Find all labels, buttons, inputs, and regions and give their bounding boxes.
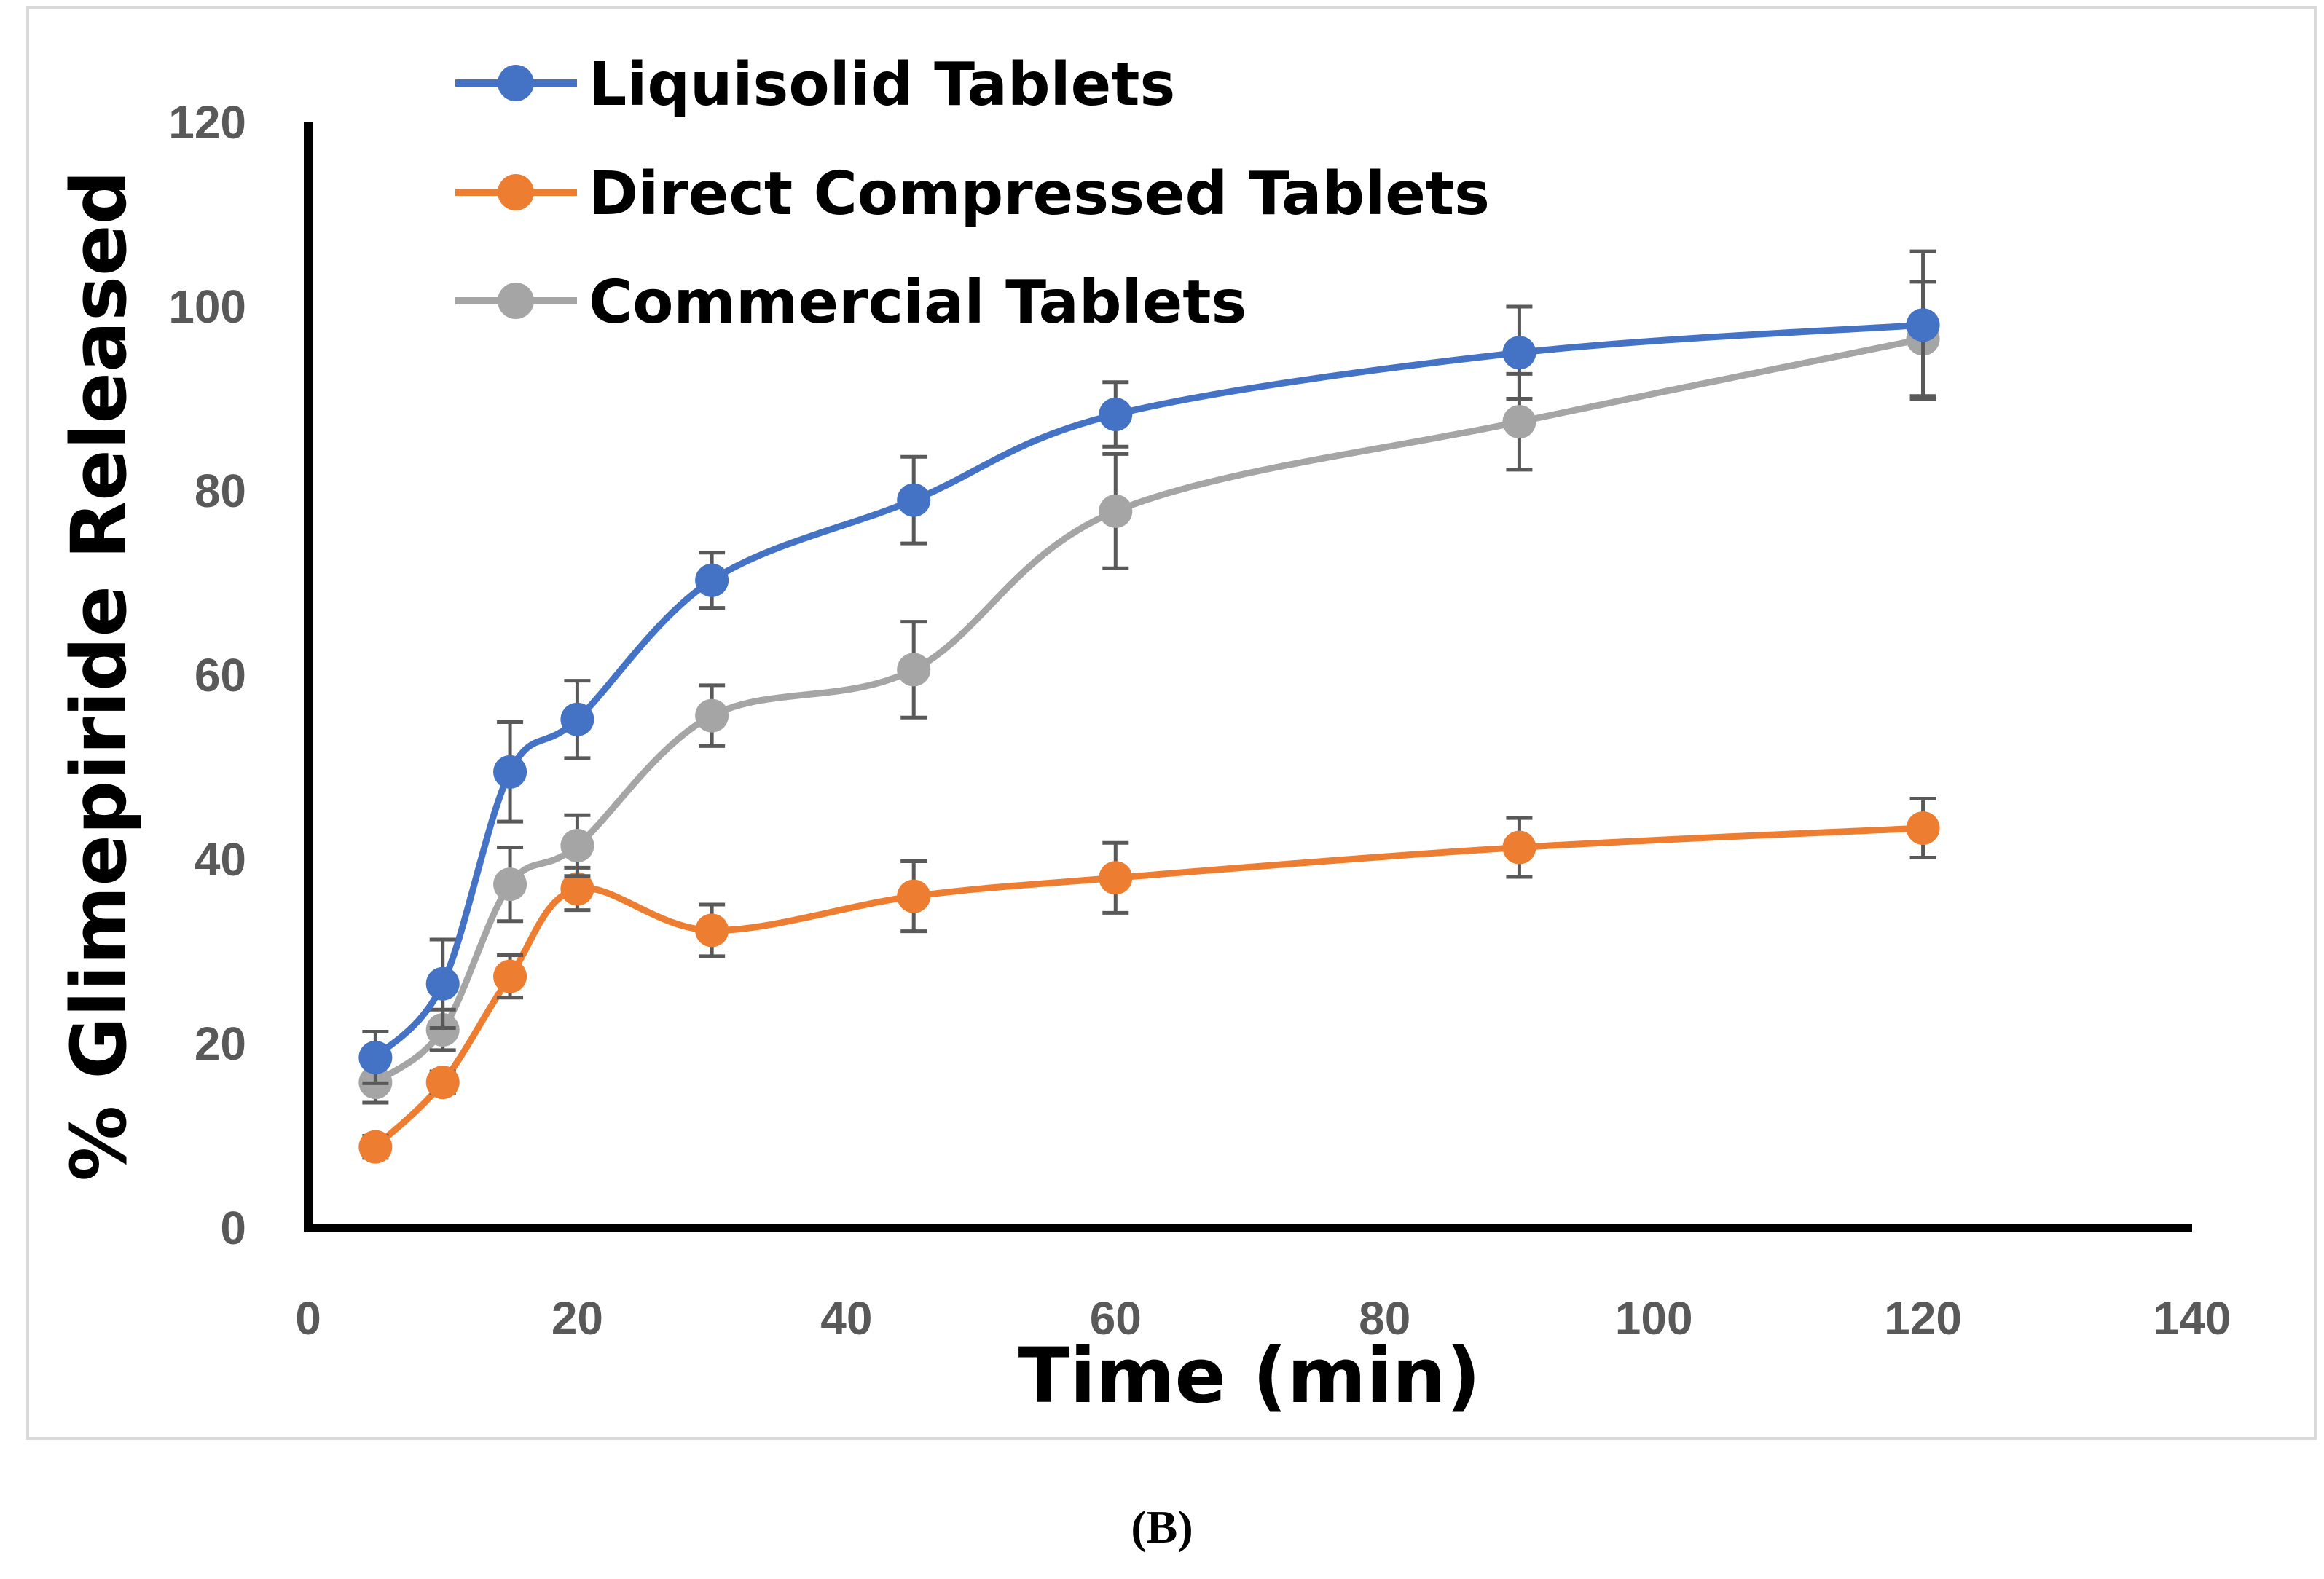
y-tick-label: 100 — [168, 280, 246, 333]
data-point — [1502, 830, 1536, 865]
y-tick-label: 80 — [195, 465, 246, 517]
legend-label: Commercial Tablets — [589, 268, 1247, 337]
x-tick-label: 60 — [1090, 1292, 1142, 1344]
legend: Liquisolid Tablets Direct Compressed Tabl… — [455, 50, 1490, 337]
data-point — [560, 872, 594, 906]
data-point — [493, 867, 527, 902]
data-point — [493, 959, 527, 993]
x-tick-label: 20 — [551, 1292, 603, 1344]
x-tick-label: 100 — [1615, 1292, 1693, 1344]
y-tick-label: 60 — [195, 649, 246, 701]
data-point — [1099, 398, 1133, 432]
data-point — [425, 966, 460, 1001]
data-point — [1906, 308, 1940, 342]
figure-caption: (B) — [1131, 1501, 1193, 1553]
data-point — [1502, 336, 1536, 370]
data-point — [425, 1013, 460, 1047]
series-commercial-tablets — [358, 280, 1940, 1105]
x-tick-label: 140 — [2154, 1292, 2231, 1344]
axes — [304, 122, 2192, 1232]
data-point — [897, 483, 931, 517]
x-tick-label: 80 — [1359, 1292, 1410, 1344]
data-point — [1906, 811, 1940, 845]
series-group — [358, 249, 1940, 1164]
data-point — [1099, 494, 1133, 528]
y-tick-label: 40 — [195, 833, 246, 886]
data-point — [358, 1040, 393, 1074]
y-tick-label: 20 — [195, 1017, 246, 1070]
data-point — [358, 1130, 393, 1164]
y-axis-title: % Glimepiride Released — [55, 170, 144, 1181]
chart-frame — [26, 6, 2317, 1440]
x-tick-label: 120 — [1884, 1292, 1962, 1344]
legend-marker — [498, 174, 534, 210]
data-point — [897, 879, 931, 913]
data-point — [897, 653, 931, 687]
tick-labels: 0 20 40 60 80 100 120 140 0 20 40 60 80 100 120 — [168, 96, 2231, 1344]
x-tick-label: 40 — [820, 1292, 872, 1344]
data-point — [1099, 861, 1133, 895]
data-point — [695, 913, 729, 948]
legend-marker — [498, 65, 534, 101]
legend-marker — [498, 283, 534, 319]
series-direct-compressed-tablets — [358, 797, 1940, 1164]
data-point — [425, 1066, 460, 1100]
x-tick-label: 0 — [295, 1292, 321, 1344]
data-point — [695, 698, 729, 733]
data-point — [493, 755, 527, 789]
legend-label: Liquisolid Tablets — [589, 50, 1175, 119]
y-tick-label: 0 — [220, 1202, 246, 1254]
data-point — [1502, 405, 1536, 439]
legend-label: Direct Compressed Tablets — [589, 160, 1490, 229]
data-point — [695, 563, 729, 597]
series-liquisolid-tablets — [358, 249, 1940, 1085]
data-point — [560, 829, 594, 863]
data-point — [560, 702, 594, 736]
x-axis-title: Time (min) — [1018, 1331, 1481, 1420]
y-tick-label: 120 — [168, 96, 246, 149]
